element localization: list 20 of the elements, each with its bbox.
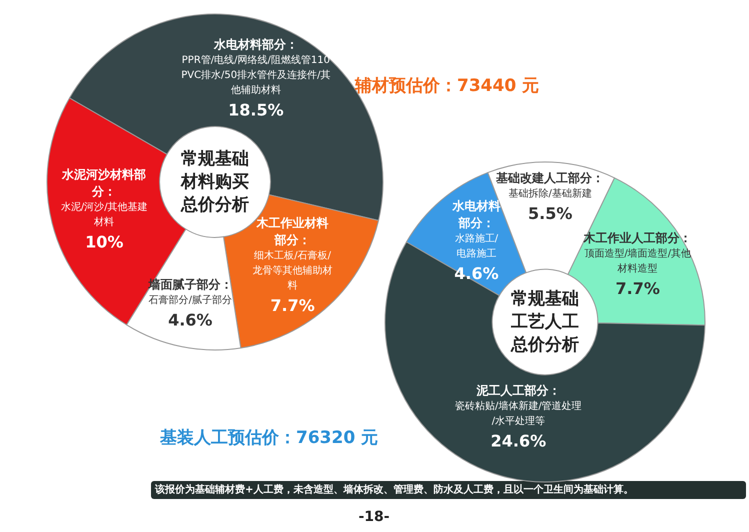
text: 常规基础材料购买总价分析 [180, 149, 249, 215]
slice-label: 木工作业人工部分：顶面造型/墙面造型/其他材料造型 [582, 231, 692, 275]
data-label: 10% [85, 232, 124, 252]
slice-label: 基础改建人工部分：基础拆除/基础新建 [495, 170, 604, 200]
slice-label: 水泥河沙材料部分：水泥/河沙/其他基建材料 [60, 167, 148, 228]
data-label: 7.7% [616, 279, 660, 298]
slice-label: 水电材料部分：水路施工/电路施工 [451, 199, 500, 260]
data-label: 24.6% [490, 432, 546, 451]
data-label: 7.7% [270, 296, 315, 315]
slice-label: 木工作业材料部分：细木工板/石膏板/龙骨等其他辅助材料 [252, 216, 333, 292]
text: 基装人工预估价：76320 元 [159, 428, 378, 448]
data-label: 18.5% [228, 100, 284, 120]
text: 该报价为基础辅材费+人工费，未含造型、墙体拆改、管理费、防水及人工费，且以一个卫生间为基础计算。 [154, 484, 634, 496]
slice-label: 水电材料部分：PPR管/电线/网络线/阻燃线管110PVC排水/50排水管件及连接件/其他辅助材料 [181, 37, 331, 96]
slice-label: 泥工人工部分：瓷砖粘贴/墙体新建/管道处理/水平处理等 [455, 384, 582, 428]
text: 辅材预估价：73440 元 [354, 76, 540, 96]
text: 常规基础工艺人工总价分析 [510, 289, 579, 355]
data-label: 5.5% [528, 204, 572, 223]
text: -18- [358, 509, 390, 525]
data-label: 4.6% [168, 310, 212, 330]
